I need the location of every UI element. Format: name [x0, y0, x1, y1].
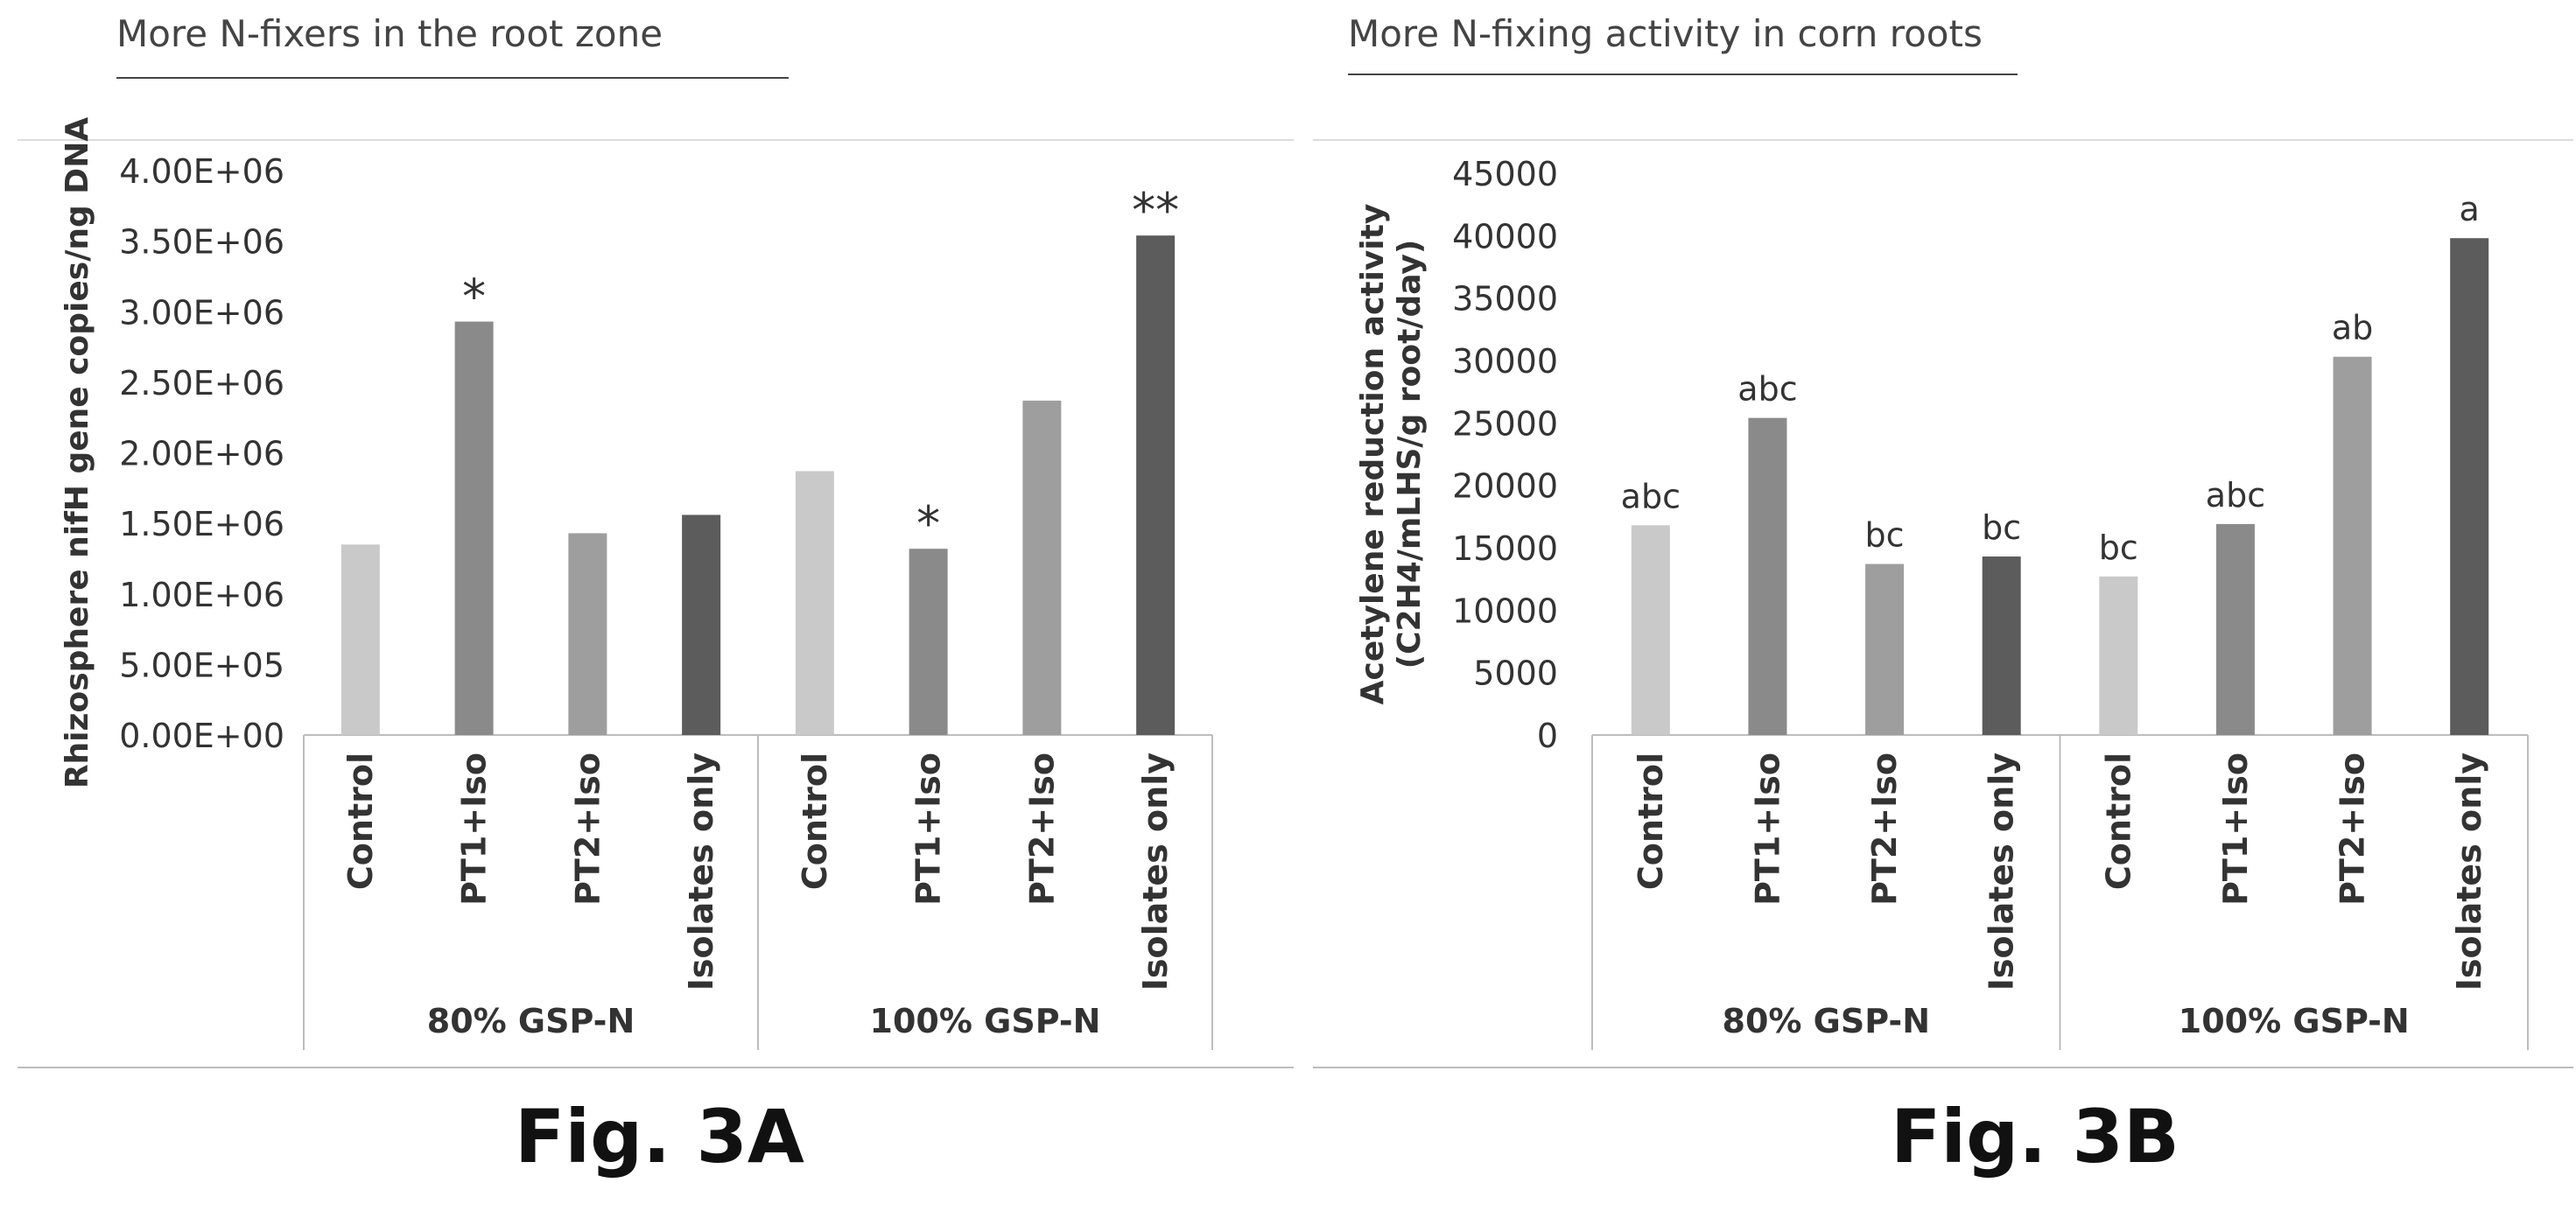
bar-annotation: abc: [2206, 476, 2265, 514]
y-tick-label: 40000: [1452, 217, 1558, 256]
y-axis-title-line: Acetylene reduction activity: [1355, 204, 1391, 705]
y-tick-label: 15000: [1452, 529, 1558, 568]
bar: [909, 549, 948, 735]
bar-annotation: abc: [1737, 370, 1797, 409]
figure-3b-panel: More N-fixing activity in corn roots 0 50…: [1313, 0, 2576, 1211]
bar: [568, 533, 607, 735]
category-label: Control: [796, 752, 834, 890]
category-label: Control: [341, 752, 380, 890]
bar: [2099, 576, 2138, 735]
y-tick-label: 4.00E+06: [119, 152, 284, 191]
bar: [795, 471, 834, 735]
category-label: Control: [2099, 752, 2137, 890]
group-label: 80% GSP-N: [427, 1002, 635, 1040]
y-tick-label: 2.00E+06: [119, 435, 284, 473]
y-tick-label: 30000: [1452, 342, 1558, 381]
y-tick-label: 5000: [1473, 654, 1558, 693]
bar-annotation: ab: [2332, 309, 2373, 347]
bar-annotation: a: [2460, 190, 2480, 228]
bar: [454, 321, 494, 735]
category-label: PT2+Iso: [2334, 752, 2372, 906]
y-tick-label: 2.50E+06: [119, 364, 284, 402]
group-label: 80% GSP-N: [1723, 1002, 1931, 1040]
y-axis-title: Rhizosphere nifH gene copies/ng DNA: [60, 117, 95, 788]
bar-annotation: *: [462, 270, 486, 325]
category-label: PT1+Iso: [909, 752, 948, 906]
category-label: Isolates only: [1983, 752, 2021, 991]
y-tick-label: 45000: [1452, 155, 1558, 193]
category-label: PT1+Iso: [1748, 752, 1786, 906]
bar: [1865, 564, 1905, 735]
y-tick-label: 35000: [1452, 280, 1558, 318]
category-label: PT1+Iso: [455, 752, 494, 906]
y-tick-label: 1.50E+06: [119, 505, 284, 543]
bar-annotation: **: [1132, 183, 1179, 238]
bar: [1022, 400, 1062, 735]
heading-underline: [1348, 74, 2018, 75]
chart-heading: More N-fixers in the root zone: [116, 12, 663, 55]
category-label: Isolates only: [1136, 752, 1175, 991]
y-tick-label: 20000: [1452, 467, 1558, 506]
bar: [1982, 556, 2021, 735]
category-label: Isolates only: [682, 752, 720, 991]
category-label: PT2+Iso: [1022, 752, 1061, 906]
y-tick-label: 25000: [1452, 404, 1558, 443]
bar: [2215, 523, 2255, 735]
figure-label: Fig. 3B: [1891, 1094, 2179, 1180]
category-label: Isolates only: [2450, 752, 2488, 991]
figure-label: Fig. 3A: [515, 1094, 804, 1180]
category-label: PT1+Iso: [2216, 752, 2255, 906]
group-label: 100% GSP-N: [870, 1002, 1101, 1040]
bar: [1136, 235, 1176, 735]
y-axis-title-line: (C2H4/mLHS/g root/day): [1392, 240, 1428, 669]
bar-chart-3a: 0.00E+00 5.00E+05 1.00E+06 1.50E+06 2.00E+06…: [18, 117, 1294, 1068]
bar-annotation: bc: [1982, 508, 2021, 547]
y-tick-label: 10000: [1452, 592, 1558, 630]
figure-3a-panel: More N-fixers in the root zone 0.00E+00 5…: [18, 12, 1294, 1180]
bar-annotation: abc: [1621, 477, 1681, 515]
group-label: 100% GSP-N: [2179, 1002, 2410, 1040]
bar-annotation: bc: [2099, 528, 2138, 567]
category-label: PT2+Iso: [1865, 752, 1904, 906]
bar: [682, 514, 721, 735]
category-label: Control: [1632, 752, 1670, 890]
y-tick-label: 5.00E+05: [119, 646, 284, 684]
bar-annotation: bc: [1865, 516, 1905, 555]
bar: [340, 544, 380, 735]
y-tick-label: 3.00E+06: [119, 293, 284, 332]
y-tick-label: 3.50E+06: [119, 223, 284, 262]
y-tick-label: 1.00E+06: [119, 576, 284, 614]
y-tick-label: 0.00E+00: [119, 717, 284, 755]
bar-chart-3b: 0 5000 10000 15000 20000 25000 30000 35000 40000…: [1313, 139, 2573, 1068]
bar: [1748, 417, 1787, 735]
category-label: PT2+Iso: [568, 752, 607, 906]
bar: [2333, 356, 2372, 735]
heading-underline: [116, 77, 789, 79]
y-tick-label: 0: [1537, 717, 1558, 755]
bar-annotation: *: [916, 496, 940, 551]
bar: [2450, 238, 2489, 736]
bar: [1631, 525, 1670, 735]
chart-heading: More N-fixing activity in corn roots: [1348, 12, 1983, 55]
